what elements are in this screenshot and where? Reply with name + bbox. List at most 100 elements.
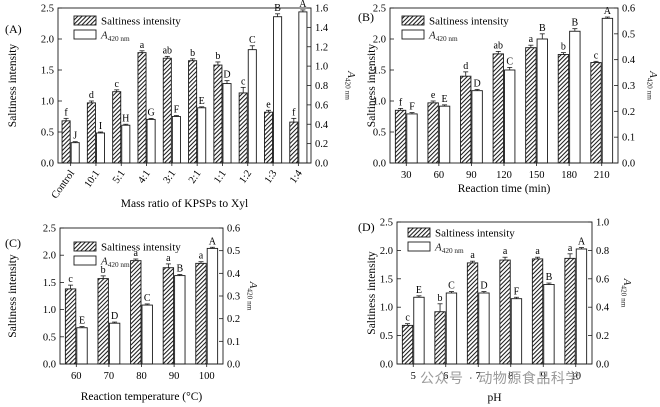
y-axis-title: Saltiness intensity: [7, 254, 19, 338]
y-tick-label: 0.5: [380, 331, 393, 342]
a420-bar: [197, 107, 207, 164]
y-tick-label: 0.5: [373, 128, 386, 139]
significance-label: D: [480, 281, 487, 292]
legend-label-saltiness: Saltiness intensity: [101, 242, 181, 254]
saltiness-bar: [499, 259, 511, 365]
y2-tick-label: 0.2: [315, 139, 328, 150]
x-tick-label: 210: [594, 170, 610, 181]
saltiness-bar: [188, 60, 198, 164]
panel-d: (D)cEbCaDaFaBaA0.00.51.01.52.02.50.00.20…: [358, 218, 633, 405]
significance-label: c: [594, 50, 599, 61]
y2-tick-label: 0.6: [315, 100, 328, 111]
x-tick-label: 3:1: [162, 168, 179, 185]
y2-tick-label: 1.6: [315, 4, 328, 15]
significance-label: A: [578, 237, 586, 248]
y2-tick-label: 0.2: [596, 331, 609, 342]
saltiness-bar: [97, 278, 109, 365]
y2-tick-label: 0.2: [227, 314, 240, 325]
x-tick-label: 5:1: [111, 168, 128, 185]
y-tick-label: 2.5: [43, 224, 56, 235]
significance-label: H: [122, 113, 129, 124]
y2-tick-label: 0.0: [622, 159, 635, 170]
y2-axis-title: A420 nm: [246, 281, 259, 311]
y2-tick-label: 0.0: [315, 159, 328, 170]
significance-label: A: [209, 236, 217, 247]
significance-label: c: [114, 79, 119, 90]
y2-tick-label: 1.2: [315, 42, 328, 53]
x-tick-label: 1:3: [263, 168, 280, 185]
panel-b: (B)f Fe EdDabCaBbBcA0.00.51.01.52.02.50.00…: [358, 4, 659, 196]
significance-label: B: [539, 23, 546, 34]
y-tick-label: 0.0: [41, 159, 54, 170]
y-axis-title: Saltiness intensity: [7, 44, 19, 128]
y-tick-label: 1.0: [380, 303, 393, 314]
significance-label: b: [190, 48, 195, 59]
y2-tick-label: 0.4: [315, 120, 329, 131]
legend-swatch-a420: [401, 29, 425, 40]
a420-bar: [206, 247, 219, 365]
a420-bar: [478, 292, 490, 365]
significance-label: D: [111, 311, 118, 322]
x-tick-label: 120: [496, 170, 512, 181]
y2-tick-label: 0.1: [227, 337, 240, 348]
y2-tick-label: 0.8: [596, 246, 609, 257]
panel-a: (A)fJdIcHaGabFbEbDcCeBfA0.00.51.01.52.02…: [5, 0, 357, 210]
significance-label: I: [99, 121, 102, 132]
legend-label-saltiness: Saltiness intensity: [429, 16, 509, 28]
y-tick-label: 0.0: [373, 159, 386, 170]
significance-label: f: [64, 107, 68, 118]
y2-tick-label: 0.4: [596, 303, 610, 314]
x-tick-label: 90: [169, 371, 180, 382]
watermark-text: 公众号 · 动物源食品科学: [420, 371, 580, 387]
a420-bar: [273, 16, 283, 164]
significance-label: c: [68, 274, 73, 285]
a420-bar: [504, 69, 516, 164]
y2-tick-label: 0.0: [596, 360, 609, 371]
significance-label: E: [199, 96, 205, 107]
legend-label-saltiness: Saltiness intensity: [435, 228, 515, 240]
y-tick-label: 1.5: [373, 66, 386, 77]
panel-label: (D): [358, 220, 375, 234]
y2-tick-label: 1.4: [315, 23, 329, 34]
panel-label: (C): [5, 236, 21, 250]
saltiness-bar: [64, 288, 77, 365]
a420-bar: [543, 284, 555, 365]
y-tick-label: 2.0: [43, 251, 56, 262]
significance-label: a: [470, 250, 475, 261]
significance-label: a: [503, 246, 508, 257]
a420-bar: [575, 248, 588, 365]
x-tick-label: 90: [466, 170, 477, 181]
a420-bar: [141, 304, 153, 365]
significance-label: A: [299, 0, 307, 10]
y-tick-label: 0.5: [43, 332, 56, 343]
legend-label-a420: A420 nm: [434, 242, 464, 255]
a420-bar: [536, 38, 548, 164]
y-tick-label: 2.0: [41, 35, 54, 46]
significance-label: b: [561, 42, 566, 53]
x-tick-label: 1:1: [212, 168, 229, 185]
saltiness-bar: [162, 267, 175, 365]
y2-tick-label: 0.6: [596, 274, 609, 285]
y2-tick-label: 0.2: [622, 107, 635, 118]
significance-label: F: [514, 286, 520, 297]
x-tick-label: 7: [476, 371, 481, 382]
significance-label: a: [140, 40, 145, 51]
x-tick-label: 70: [104, 371, 115, 382]
a420-bar: [171, 116, 181, 164]
saltiness-bar: [112, 91, 122, 164]
saltiness-bar: [564, 257, 576, 365]
x-tick-label: 8: [508, 371, 513, 382]
y-tick-label: 2.0: [373, 35, 386, 46]
significance-label: J: [73, 131, 77, 142]
significance-label: c: [405, 313, 410, 324]
a420-bar: [510, 298, 523, 365]
significance-label: E: [442, 94, 448, 105]
saltiness-bar: [590, 62, 602, 164]
x-tick-label: 5: [411, 371, 416, 382]
y-tick-label: 1.5: [380, 274, 393, 285]
x-axis-title: Reaction time (min): [458, 183, 551, 195]
saltiness-bar: [61, 120, 71, 164]
saltiness-bar: [130, 260, 142, 365]
y-tick-label: 1.0: [373, 97, 386, 108]
